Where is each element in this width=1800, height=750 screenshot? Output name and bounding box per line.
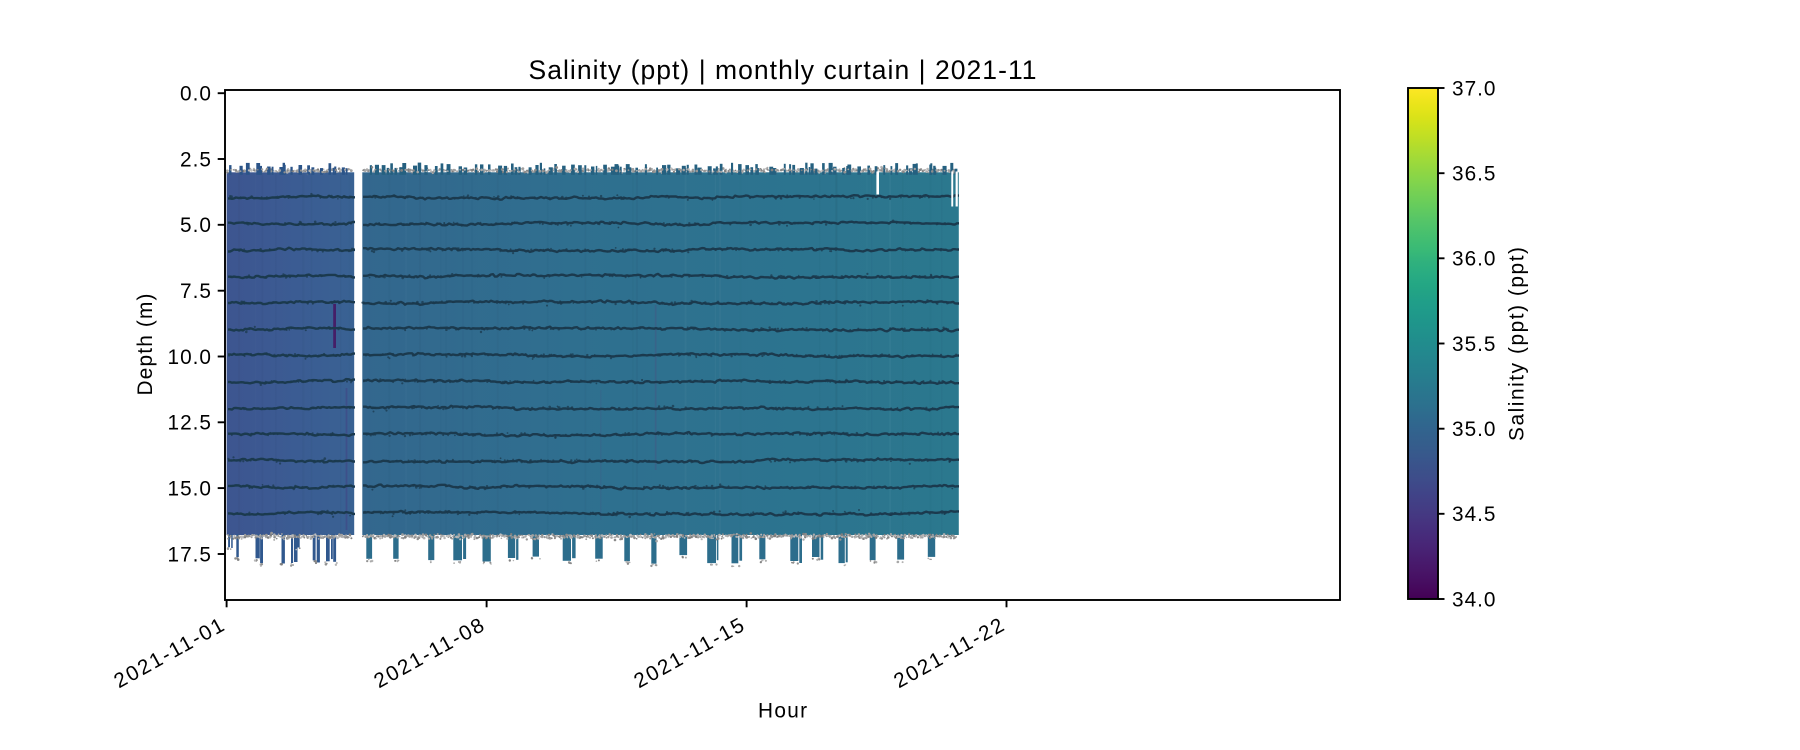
svg-text:12.5: 12.5: [168, 412, 212, 435]
svg-text:Salinity (ppt) | monthly curta: Salinity (ppt) | monthly curtain | 2021-…: [529, 55, 1037, 85]
svg-text:37.0: 37.0: [1452, 77, 1496, 100]
svg-text:10.0: 10.0: [168, 346, 212, 369]
svg-text:15.0: 15.0: [168, 477, 212, 500]
svg-text:17.5: 17.5: [168, 543, 212, 566]
svg-text:35.0: 35.0: [1452, 418, 1496, 441]
svg-text:34.5: 34.5: [1452, 503, 1496, 526]
svg-text:35.5: 35.5: [1452, 333, 1496, 356]
svg-text:34.0: 34.0: [1452, 588, 1496, 611]
svg-text:2.5: 2.5: [180, 148, 211, 171]
svg-text:Salinity (ppt) (ppt): Salinity (ppt) (ppt): [1506, 247, 1529, 441]
svg-text:5.0: 5.0: [180, 214, 211, 237]
svg-text:36.0: 36.0: [1452, 248, 1496, 271]
svg-text:7.5: 7.5: [180, 280, 211, 303]
svg-text:36.5: 36.5: [1452, 163, 1496, 186]
svg-text:0.0: 0.0: [180, 83, 211, 106]
svg-text:Depth (m): Depth (m): [134, 294, 157, 396]
svg-text:Hour: Hour: [758, 700, 807, 723]
